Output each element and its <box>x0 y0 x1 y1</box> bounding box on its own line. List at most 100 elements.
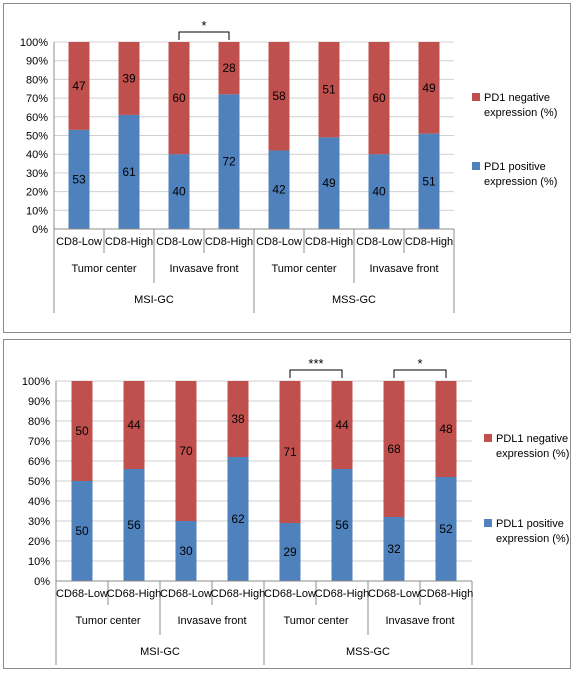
bar-positive-segment <box>318 137 340 229</box>
y-tick-label: 0% <box>32 224 48 236</box>
location-group-label: Invasave front <box>177 615 246 627</box>
legend-label-positive: expression (%) <box>496 533 569 545</box>
bar-positive-segment <box>383 517 405 581</box>
bar-positive-value-label: 50 <box>75 524 89 538</box>
bar-negative-segment <box>68 42 90 130</box>
category-label: CD68-High <box>107 588 161 600</box>
category-label: CD68-Low <box>368 588 420 600</box>
y-tick-label: 60% <box>28 456 50 468</box>
y-tick-label: 0% <box>34 576 50 588</box>
bar-positive-segment <box>118 114 140 229</box>
bar-positive-segment <box>123 469 145 581</box>
y-tick-label: 50% <box>28 476 50 488</box>
y-tick-label: 80% <box>28 416 50 428</box>
y-tick-label: 80% <box>26 74 48 86</box>
y-tick-label: 60% <box>26 112 48 124</box>
pdl1-stacked-bar-chart: 0% 10% 20% 30% 40% 50% 60% 70% 80% 90% 100% 50 50 56 4… <box>22 356 569 665</box>
legend-label-negative: expression (%) <box>484 107 557 119</box>
chart-panel-pdl1: 0% 10% 20% 30% 40% 50% 60% 70% 80% 90% 100% 50 50 56 4… <box>3 339 571 669</box>
bar-positive-value-label: 53 <box>72 172 86 186</box>
bar-negative-value-label: 49 <box>422 81 436 95</box>
y-tick-label: 50% <box>26 131 48 143</box>
bar-positive-segment <box>218 94 240 229</box>
cohort-group-label: MSS-GC <box>346 646 390 658</box>
significance-bracket <box>393 369 447 378</box>
bar-negative-segment <box>118 42 140 115</box>
bar-negative-value-label: 38 <box>231 412 245 426</box>
location-group-label: Invasave front <box>369 263 438 275</box>
bar-negative-value-label: 28 <box>222 61 236 75</box>
legend-label-positive: expression (%) <box>484 176 557 188</box>
bar-positive-value-label: 32 <box>387 542 401 556</box>
legend-label-positive: PDL1 positive <box>496 518 564 530</box>
bar-negative-segment <box>123 381 145 469</box>
bar-negative-value-label: 58 <box>272 89 286 103</box>
bar-negative-value-label: 60 <box>172 91 186 105</box>
y-tick-label: 70% <box>26 93 48 105</box>
bar-positive-segment <box>71 481 93 581</box>
bar-negative-segment <box>268 42 290 151</box>
y-tick-label: 10% <box>28 556 50 568</box>
bar-negative-value-label: 51 <box>322 83 336 97</box>
bar-negative-segment <box>279 381 301 523</box>
category-label: CD8-High <box>405 236 453 248</box>
bar-positive-segment <box>368 154 390 229</box>
bar-positive-value-label: 40 <box>372 185 386 199</box>
legend-swatch-positive <box>472 162 480 170</box>
y-tick-label: 90% <box>28 396 50 408</box>
legend-label-negative: expression (%) <box>496 448 569 460</box>
location-group-label: Tumor center <box>71 263 136 275</box>
category-label: CD8-Low <box>256 236 302 248</box>
y-tick-label: 30% <box>28 516 50 528</box>
y-tick-label: 90% <box>26 56 48 68</box>
pd1-stacked-bar-chart: 0% 10% 20% 30% 40% 50% 60% 70% 80% 90% 100% 53 47 61 3… <box>20 18 557 313</box>
bar-negative-segment <box>175 381 197 521</box>
bar-positive-segment <box>418 133 440 229</box>
bar-negative-value-label: 47 <box>72 79 86 93</box>
bar-positive-segment <box>435 477 457 581</box>
bar-negative-value-label: 70 <box>179 444 193 458</box>
y-tick-label: 10% <box>26 205 48 217</box>
bar-positive-value-label: 51 <box>422 174 436 188</box>
bar-negative-value-label: 48 <box>439 422 453 436</box>
bar-negative-value-label: 60 <box>372 91 386 105</box>
significance-marker: * <box>417 356 422 371</box>
location-group-label: Tumor center <box>75 615 140 627</box>
y-tick-label: 100% <box>20 37 48 49</box>
y-tick-label: 30% <box>26 168 48 180</box>
category-label: CD68-High <box>315 588 369 600</box>
category-label: CD68-Low <box>264 588 316 600</box>
legend-label-positive: PD1 positive <box>484 161 546 173</box>
location-group-label: Tumor center <box>271 263 336 275</box>
bar-positive-value-label: 42 <box>272 183 286 197</box>
bar-positive-segment <box>168 154 190 229</box>
y-tick-label: 40% <box>26 149 48 161</box>
category-label: CD68-High <box>419 588 473 600</box>
significance-bracket <box>289 369 343 378</box>
bar-negative-value-label: 50 <box>75 424 89 438</box>
location-group-label: Invasave front <box>169 263 238 275</box>
bar-negative-segment <box>368 42 390 155</box>
y-tick-label: 70% <box>28 436 50 448</box>
bar-negative-segment <box>227 381 249 457</box>
bar-positive-segment <box>331 469 353 581</box>
y-tick-label: 40% <box>28 496 50 508</box>
bar-positive-value-label: 72 <box>222 155 236 169</box>
bar-positive-segment <box>268 150 290 229</box>
category-label: CD68-Low <box>56 588 108 600</box>
legend-swatch-positive <box>484 519 492 527</box>
bar-positive-value-label: 49 <box>322 176 336 190</box>
category-label: CD8-Low <box>356 236 402 248</box>
chart-panel-pd1: 0% 10% 20% 30% 40% 50% 60% 70% 80% 90% 100% 53 47 61 3… <box>3 3 571 333</box>
bar-negative-segment <box>331 381 353 469</box>
legend-swatch-negative <box>472 93 480 101</box>
significance-marker: *** <box>308 356 323 371</box>
bar-positive-value-label: 56 <box>335 518 349 532</box>
category-label: CD68-High <box>211 588 265 600</box>
significance-bracket <box>178 31 230 40</box>
y-tick-label: 100% <box>22 376 50 388</box>
bar-positive-value-label: 52 <box>439 522 453 536</box>
category-label: CD8-High <box>205 236 253 248</box>
bar-positive-segment <box>227 457 249 581</box>
location-group-label: Tumor center <box>283 615 348 627</box>
